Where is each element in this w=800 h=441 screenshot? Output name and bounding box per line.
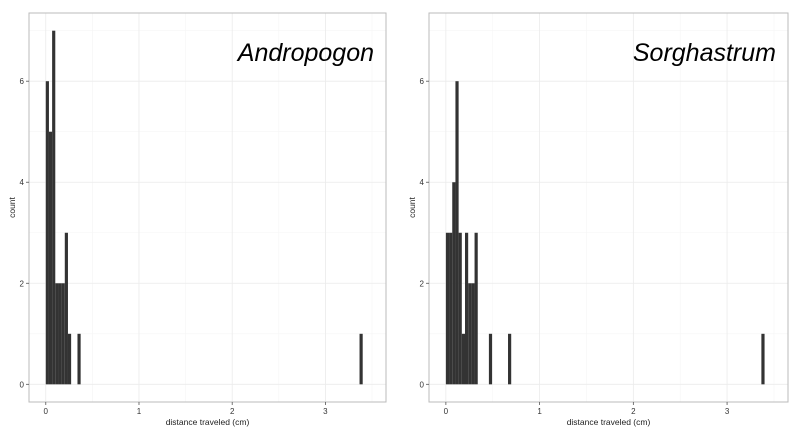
histogram-bar: [761, 333, 765, 385]
x-tick-label: 1: [537, 407, 542, 416]
panel-title: Andropogon: [236, 39, 374, 67]
histogram-bar: [474, 232, 478, 385]
histogram-bar: [445, 232, 450, 385]
histogram-bar: [452, 182, 456, 385]
histogram-bar: [77, 333, 81, 385]
x-tick-label: 2: [230, 407, 235, 416]
y-tick-label: 6: [20, 77, 25, 86]
panel-background: [429, 13, 788, 402]
histogram-bar: [468, 283, 472, 385]
panel-title: Sorghastrum: [633, 39, 776, 67]
y-tick-label: 0: [20, 380, 25, 389]
x-axis-label: distance traveled (cm): [567, 417, 651, 427]
x-tick-label: 2: [631, 407, 636, 416]
x-tick-label: 0: [44, 407, 49, 416]
histogram-bar: [52, 30, 56, 385]
histogram-bar: [67, 333, 72, 385]
y-tick-label: 4: [420, 178, 425, 187]
histogram-bar: [488, 333, 493, 385]
x-tick-label: 1: [137, 407, 142, 416]
histogram-bar: [48, 131, 53, 385]
y-tick-label: 4: [20, 178, 25, 187]
x-tick-label: 0: [444, 407, 449, 416]
histogram-bar: [461, 333, 465, 385]
histogram-bar: [464, 232, 469, 385]
panel-border: [428, 12, 789, 403]
y-tick-label: 2: [20, 279, 25, 288]
histogram-bar: [64, 232, 68, 385]
histogram-bar: [458, 232, 462, 385]
y-tick-label: 6: [420, 77, 425, 86]
y-tick-label: 0: [420, 380, 425, 389]
histogram-bar: [45, 81, 49, 385]
histogram-bar: [455, 81, 459, 385]
histogram-bar: [55, 283, 59, 385]
x-axis-label: distance traveled (cm): [166, 417, 250, 427]
histogram-bar: [449, 232, 453, 385]
panel-background: [29, 13, 386, 402]
histogram-bar: [58, 283, 62, 385]
y-axis-label: count: [407, 196, 417, 217]
x-tick-label: 3: [323, 407, 328, 416]
histogram-bar: [508, 333, 512, 385]
histogram-bar: [359, 333, 363, 385]
histogram-bar: [471, 283, 475, 385]
y-tick-label: 2: [420, 279, 425, 288]
panel-border: [28, 12, 387, 403]
x-tick-label: 3: [725, 407, 730, 416]
y-axis-label: count: [7, 196, 17, 217]
histogram-bar: [61, 283, 65, 385]
